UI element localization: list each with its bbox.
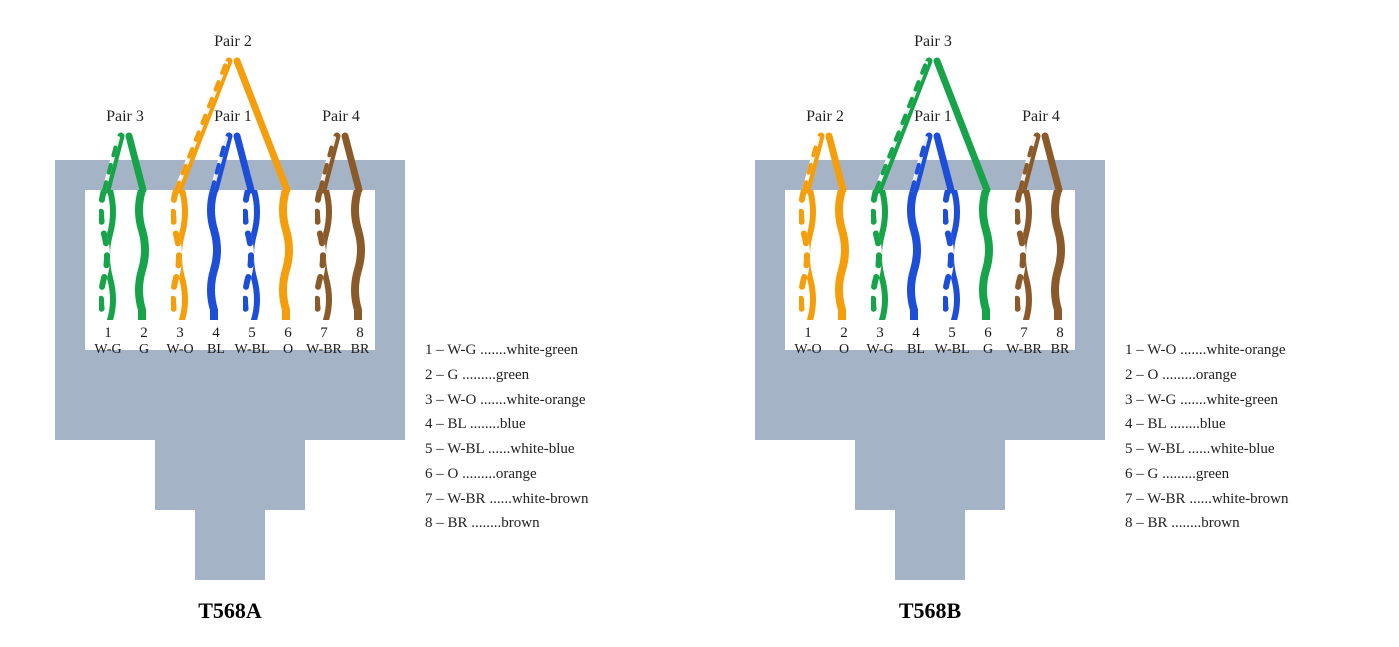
pin-1 [803,190,813,320]
pin-number: 8 [342,325,378,342]
connector-notch [1005,440,1105,580]
pin-1 [103,190,113,320]
pin-number: 1 [790,325,826,342]
pin-number: 5 [934,325,970,342]
pin-6 [283,190,293,320]
pin-3 [875,190,885,320]
pin-code: W-G [862,342,898,358]
pin-number: 1 [90,325,126,342]
pin-number: 3 [862,325,898,342]
pin-number: 8 [1042,325,1078,342]
connector-notch [965,510,1005,580]
pin-2 [139,190,149,320]
pin-code: BL [898,342,934,358]
pair-label: Pair 4 [311,108,371,126]
pin-code: W-O [162,342,198,358]
pin-code: W-BL [234,342,270,358]
legend-a: 1 – W-G .......white-green 2 – G .......… [425,338,588,536]
pin-code: BR [1042,342,1078,358]
pin-4 [211,190,221,320]
pin-7 [1019,190,1029,320]
pin-5 [247,190,257,320]
pin-3 [175,190,185,320]
pins-container-a: 1W-G 2G 3W-O 4BL 5W-BL 6O 7W-BR 8BR [85,190,375,350]
pin-number: 6 [970,325,1006,342]
connector-notch [855,510,895,580]
pin-number: 5 [234,325,270,342]
pin-code: W-O [790,342,826,358]
pin-code: W-BR [1006,342,1042,358]
pin-number: 7 [1006,325,1042,342]
pin-number: 2 [126,325,162,342]
legend-b: 1 – W-O .......white-orange 2 – O ......… [1125,338,1288,536]
connector-notch [305,440,405,580]
pin-4 [911,190,921,320]
rj45-connector: 1W-G 2G 3W-O 4BL 5W-BL 6O 7W-BR 8BR [55,160,405,580]
pin-8 [355,190,365,320]
connector-notch [755,440,855,580]
pin-6 [983,190,993,320]
pin-number: 6 [270,325,306,342]
standard-title: T568A [55,598,405,624]
connector-notch [155,510,195,580]
pin-number: 3 [162,325,198,342]
pin-number: 4 [198,325,234,342]
rj45-connector: 1W-O 2O 3W-G 4BL 5W-BL 6G 7W-BR 8BR [755,160,1105,580]
pin-code: O [826,342,862,358]
pin-code: O [270,342,306,358]
pin-number: 7 [306,325,342,342]
pin-code: G [970,342,1006,358]
pair-label: Pair 4 [1011,108,1071,126]
connector-notch [55,440,155,580]
pins-container-b: 1W-O 2O 3W-G 4BL 5W-BL 6G 7W-BR 8BR [785,190,1075,350]
pin-5 [947,190,957,320]
pin-code: W-G [90,342,126,358]
connector-notch [265,510,305,580]
pin-number: 4 [898,325,934,342]
standard-title: T568B [755,598,1105,624]
pin-2 [839,190,849,320]
pin-code: W-BR [306,342,342,358]
pin-code: W-BL [934,342,970,358]
pin-number: 2 [826,325,862,342]
pin-8 [1055,190,1065,320]
pin-code: BR [342,342,378,358]
pin-7 [319,190,329,320]
pin-code: BL [198,342,234,358]
pin-code: G [126,342,162,358]
